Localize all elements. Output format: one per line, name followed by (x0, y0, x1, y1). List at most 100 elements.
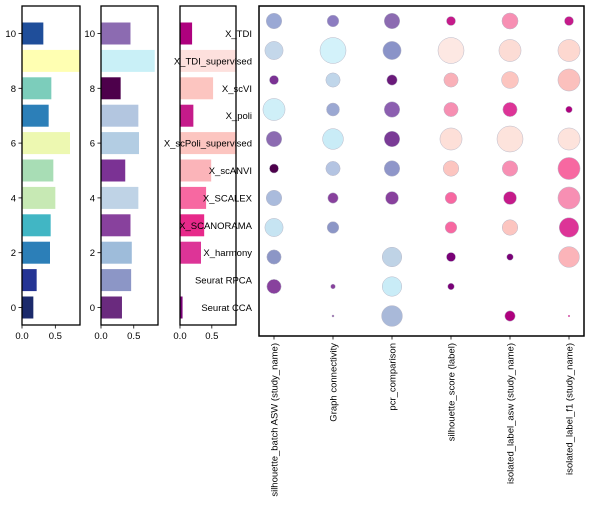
bar-panel-3: 0.0 0.5 (173, 5, 237, 342)
dot (501, 160, 519, 177)
dot (444, 191, 458, 205)
dot (501, 12, 519, 30)
dot (446, 16, 456, 26)
dot (559, 217, 579, 238)
dot (447, 283, 455, 290)
dot (557, 68, 581, 92)
dot (265, 189, 283, 207)
panel-frame (21, 5, 81, 326)
bar (180, 22, 193, 45)
panel-frame (179, 5, 237, 326)
dot (266, 249, 282, 265)
row-label: X_TDI (225, 29, 252, 40)
bar (180, 77, 214, 100)
dot (269, 75, 279, 85)
dot (381, 305, 403, 327)
dot (325, 161, 341, 176)
bar (180, 296, 183, 319)
y-tick-label: 6 (90, 139, 95, 150)
bar (22, 296, 34, 319)
bar (22, 186, 56, 209)
bar (22, 132, 70, 155)
bar (180, 214, 205, 237)
bar (22, 269, 37, 292)
dot (383, 101, 401, 118)
dot (330, 283, 336, 290)
bar (101, 77, 121, 100)
column-label: Graph connectivity (329, 343, 340, 422)
x-tick-label: 0.5 (205, 331, 218, 342)
bar (101, 104, 139, 127)
column-label: silhouette_score (label) (447, 343, 458, 441)
row-label: X_poli (226, 111, 252, 122)
row-label: X_SCALEX (203, 193, 253, 204)
bar (101, 132, 139, 155)
dot (265, 130, 283, 148)
row-label: X_scVI (222, 84, 252, 95)
dot (568, 315, 570, 317)
bar (101, 49, 155, 72)
bar (180, 241, 201, 264)
x-tick-label: 0.0 (173, 331, 186, 342)
column-label: isolated_label_f1 (study_name) (565, 343, 576, 475)
dot (326, 14, 340, 28)
dot (557, 39, 581, 62)
row-label: X_TDI_supervised (174, 56, 252, 67)
bar (180, 132, 236, 155)
bar (101, 214, 131, 237)
row-label: Seurat RPCA (195, 276, 253, 287)
dot (565, 106, 573, 113)
bar (180, 186, 207, 209)
bar (22, 104, 49, 127)
dot (326, 221, 340, 234)
y-tick-label: 10 (84, 29, 95, 40)
y-tick-label: 4 (11, 193, 16, 204)
bar (101, 269, 132, 292)
dot (446, 252, 456, 262)
y-tick-label: 0 (11, 303, 16, 314)
y-tick-label: 8 (11, 84, 16, 95)
dot (442, 160, 460, 177)
column-label: silhouette_batch ASW (study_name) (270, 343, 281, 497)
dot (325, 72, 341, 88)
bar (180, 49, 236, 72)
dot (269, 163, 279, 174)
dot (444, 221, 458, 234)
dot (262, 98, 286, 121)
column-label: pcr_comparison (388, 343, 399, 411)
dot (382, 276, 402, 297)
bar (101, 296, 122, 319)
bar (101, 22, 131, 45)
dot (558, 246, 580, 268)
row-label: X_SCANORAMA (179, 221, 253, 232)
dot (504, 310, 516, 322)
bar (101, 186, 139, 209)
dot (437, 37, 465, 64)
bar (180, 159, 212, 182)
y-tick-label: 4 (90, 193, 95, 204)
dot (264, 218, 284, 237)
y-tick-label: 0 (90, 303, 95, 314)
dot (326, 102, 340, 117)
dot (385, 191, 399, 205)
bar (180, 104, 194, 127)
x-tick-label: 0.5 (127, 331, 140, 342)
column-label: isolated_label_asw (study_name) (506, 343, 517, 484)
dot (439, 127, 463, 151)
dot (264, 41, 284, 60)
dot (382, 41, 402, 60)
dot (331, 314, 335, 318)
dot-panel-frame (258, 5, 585, 337)
bar (101, 241, 132, 264)
bar-panels: 0.0 0.5 0 2 4 6 8 10 0.0 0.5 0 2 4 6 8 10 0.0 0.5 Seurat C… (5, 5, 253, 342)
dot (265, 12, 283, 30)
y-tick-label: 8 (90, 84, 95, 95)
dot (503, 191, 517, 205)
dot (382, 247, 402, 267)
dot (557, 127, 581, 151)
panel-frame (100, 5, 159, 326)
dot (498, 39, 522, 62)
dot (501, 219, 519, 236)
dot-plot-panel: silhouette_batch ASW (study_name) Graph c… (258, 5, 585, 497)
